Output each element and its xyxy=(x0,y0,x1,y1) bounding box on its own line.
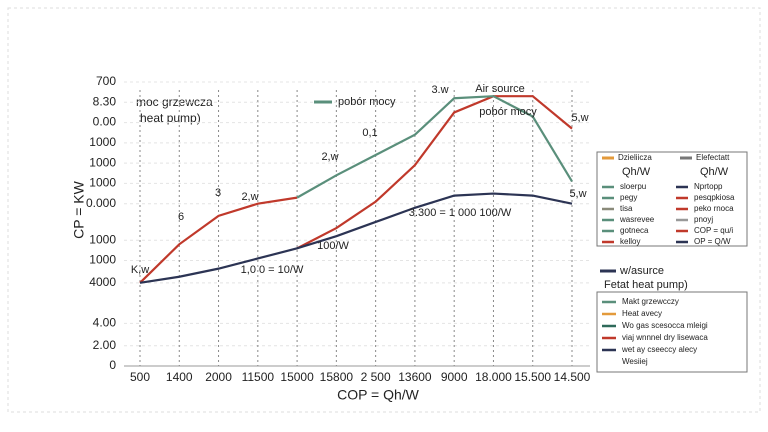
y-tick-label: 700 xyxy=(96,74,116,88)
legend-label: Nprtopp xyxy=(694,182,723,191)
legend-label: Fetat heat pump) xyxy=(604,279,688,291)
legend-box xyxy=(596,151,748,247)
y-tick-label: 0 xyxy=(109,358,116,372)
side-note: heat pump) xyxy=(140,111,201,125)
series-line xyxy=(296,95,573,250)
y-tick-label: 4000 xyxy=(89,275,116,289)
x-tick-label: 18.000 xyxy=(475,370,512,384)
series-line xyxy=(139,196,298,284)
y-tick-label: 1000 xyxy=(89,253,116,267)
series-line xyxy=(139,192,573,284)
x-tick-label: 9000 xyxy=(441,370,468,384)
legend-label: Wesiiej xyxy=(622,357,648,366)
legend-label: pesqpkiosa xyxy=(694,193,735,202)
y-tick-label: 4.00 xyxy=(93,316,117,330)
annotation: Air source xyxy=(475,83,525,95)
annotation: 5,w xyxy=(569,188,586,200)
y-tick-label: 1000 xyxy=(89,176,116,190)
annotation: 100/W xyxy=(317,240,349,252)
x-tick-label: 15000 xyxy=(280,370,314,384)
legend-label: Heat avecy xyxy=(622,309,662,318)
y-tick-label: 1000 xyxy=(89,155,116,169)
legend-label: Wo gas scesocca mleigi xyxy=(622,321,708,330)
legend-label: w/asurce xyxy=(619,265,664,277)
x-tick-label: 2000 xyxy=(205,370,232,384)
legend-label: wet ay cseeccy alecy xyxy=(621,345,697,354)
x-tick-label: 15800 xyxy=(320,370,354,384)
legend-label: Elefectatt xyxy=(696,153,730,162)
y-tick-label: 1000 xyxy=(89,232,116,246)
annotation: 3.w xyxy=(431,84,448,96)
annotation: K,w xyxy=(131,264,149,276)
annotation: 3.300 = 1 000 100/W xyxy=(409,207,512,219)
legend-label: Makt grzewcczy xyxy=(622,297,679,306)
legend-label: Dzieliicza xyxy=(618,153,652,162)
x-tick-label: 14.500 xyxy=(554,370,591,384)
x-tick-label: 13600 xyxy=(398,370,432,384)
annotation: 5,w xyxy=(571,112,588,124)
legend-label: gotneca xyxy=(620,226,649,235)
x-axis-label: COP = Qh/W xyxy=(337,387,420,403)
legend-label: pnoyj xyxy=(694,215,713,224)
legend-label: Qh/W xyxy=(622,166,651,178)
legend-label: Qh/W xyxy=(700,166,729,178)
legend-box xyxy=(596,291,748,373)
annotation: 1,0 0 = 10/W xyxy=(241,264,304,276)
annotation: 6 xyxy=(178,211,184,223)
annotation: pobór mocy xyxy=(479,106,537,118)
x-tick-label: 11500 xyxy=(242,370,275,384)
legend-label: viaj wnnnel dry lisewaca xyxy=(622,333,708,342)
frame xyxy=(7,7,761,413)
x-tick-label: 15.500 xyxy=(514,370,551,384)
legend-label: COP = qu/i xyxy=(694,226,733,235)
x-tick-label: 2 500 xyxy=(361,370,391,384)
legend-label: OP = Q/W xyxy=(694,237,731,246)
legend-label: peko rnoca xyxy=(694,204,734,213)
y-tick-label: 8.30 xyxy=(93,94,117,108)
annotation: 3 xyxy=(215,187,221,199)
annotation: 2,w xyxy=(321,151,338,163)
legend-label: kelloy xyxy=(620,237,640,246)
legend-label: wasrevee xyxy=(619,215,655,224)
x-tick-label: 500 xyxy=(130,370,150,384)
y-tick-label: 1000 xyxy=(89,135,116,149)
legend-label: sloerpu xyxy=(620,182,646,191)
legend-label: pobór mocy xyxy=(338,96,396,108)
y-axis-label: CP = KW xyxy=(71,180,87,238)
y-tick-label: 2.00 xyxy=(93,338,117,352)
legend-label: pegy xyxy=(620,193,637,202)
y-tick-label: 0.000 xyxy=(86,196,116,210)
annotation: 2,w xyxy=(241,191,258,203)
x-tick-label: 1400 xyxy=(166,370,193,384)
y-tick-label: 0.00 xyxy=(93,115,117,129)
annotation: 0,1 xyxy=(362,127,377,139)
legend-label: tisa xyxy=(620,204,633,213)
series-line xyxy=(296,95,573,199)
